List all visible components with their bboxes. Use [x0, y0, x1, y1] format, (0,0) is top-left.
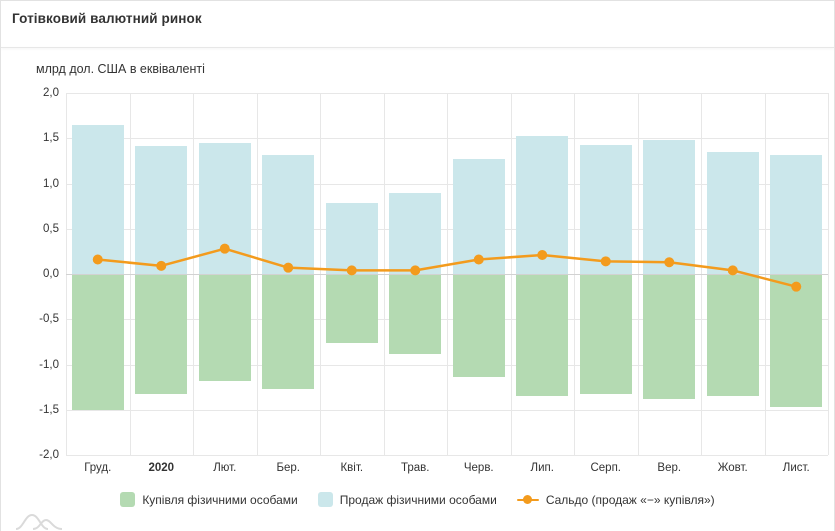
legend-label-purchases: Купівля фізичними особами	[142, 492, 298, 507]
saldo-point-2020[interactable]	[156, 260, 167, 271]
y-tick-label: -0,5	[39, 313, 59, 326]
saldo-point-Лип.[interactable]	[537, 249, 548, 260]
legend-item-sales[interactable]: Продаж фізичними особами	[317, 492, 497, 507]
saldo-point-Квіт.[interactable]	[346, 265, 357, 276]
purchases-bar-2020[interactable]	[135, 274, 188, 395]
x-tick-label-Трав.: Трав.	[401, 462, 430, 474]
saldo-point-Черв.[interactable]	[473, 254, 484, 265]
saldo-point-Жовт.[interactable]	[727, 265, 738, 276]
x-tick-label-Квіт.: Квіт.	[340, 462, 364, 474]
sales-bar-Бер.[interactable]	[262, 154, 315, 274]
saldo-point-Лист.[interactable]	[791, 281, 802, 292]
saldo-line	[97, 247, 797, 288]
x-tick-label-Бер.: Бер.	[276, 462, 301, 474]
y-tick-label: -2,0	[39, 449, 59, 461]
purchases-bar-Лют.[interactable]	[198, 274, 251, 381]
saldo-line-icon	[516, 494, 539, 505]
y-tick-label: 0,0	[43, 268, 59, 280]
purchases-bar-Бер.[interactable]	[262, 274, 315, 389]
sales-bar-Квіт.[interactable]	[325, 203, 378, 274]
saldo-line-layer	[92, 243, 802, 292]
saldo-point-Бер.[interactable]	[283, 262, 294, 273]
legend-item-purchases[interactable]: Купівля фізичними особами	[120, 492, 298, 507]
y-tick-label: 0,5	[43, 222, 59, 235]
y-tick-label: -1,0	[39, 358, 59, 371]
header-divider	[1, 47, 834, 48]
saldo-point-Лют.[interactable]	[219, 243, 230, 254]
legend-label-sales: Продаж фізичними особами	[339, 492, 497, 507]
sales-bar-Жовт.[interactable]	[706, 151, 759, 274]
watermark-logo	[15, 513, 63, 530]
purchases-bar-Трав.[interactable]	[389, 274, 442, 354]
purchases-bar-Лист.[interactable]	[770, 274, 823, 408]
x-tick-label-Лип.: Лип.	[530, 462, 554, 474]
chart-title: Готівковий валютний ринок	[12, 11, 202, 26]
sales-bar-2020[interactable]	[135, 146, 188, 274]
sales-bar-Лист.[interactable]	[770, 155, 823, 274]
purchases-bar-Жовт.[interactable]	[706, 274, 759, 397]
sales-swatch	[317, 492, 333, 507]
purchases-swatch	[120, 492, 136, 507]
y-tick-label: 1,5	[43, 132, 59, 145]
x-tick-label-Черв.: Черв.	[463, 462, 494, 474]
x-tick-label-2020: 2020	[148, 462, 175, 474]
saldo-point-Серп.[interactable]	[600, 256, 611, 267]
saldo-point-Груд.[interactable]	[92, 254, 103, 265]
sales-bar-Трав.[interactable]	[389, 193, 442, 274]
gridline-h	[66, 455, 828, 456]
saldo-point-Трав.[interactable]	[410, 265, 421, 276]
saldo-point-Вер.[interactable]	[664, 257, 675, 268]
y-tick-label: 2,0	[43, 87, 59, 99]
legend-label-saldo: Сальдо (продаж «−» купівля»)	[545, 492, 715, 507]
x-tick-label-Лист.: Лист.	[782, 462, 810, 474]
purchases-bar-Квіт.[interactable]	[325, 274, 378, 343]
sales-bar-Груд.[interactable]	[71, 124, 124, 274]
legend-item-saldo[interactable]: Сальдо (продаж «−» купівля»)	[516, 492, 715, 507]
x-tick-label-Жовт.: Жовт.	[717, 462, 748, 474]
y-tick-label: -1,5	[39, 403, 59, 416]
purchases-bar-Вер.[interactable]	[643, 274, 696, 399]
purchases-bar-Серп.[interactable]	[579, 274, 632, 395]
x-tick-label-Вер.: Вер.	[657, 462, 682, 474]
plot-area	[66, 93, 829, 456]
purchases-bar-Черв.[interactable]	[452, 274, 505, 378]
x-tick-label-Груд.: Груд.	[84, 462, 112, 474]
legend: Купівля фізичними особами Продаж фізични…	[1, 492, 834, 507]
y-tick-label: 1,0	[43, 177, 59, 190]
sales-bar-Вер.[interactable]	[643, 140, 696, 274]
purchases-bar-Груд.[interactable]	[71, 274, 124, 410]
purchases-bar-Лип.[interactable]	[516, 274, 569, 397]
sales-bar-Серп.[interactable]	[579, 144, 632, 274]
gridline-v	[828, 93, 829, 455]
zero-axis-line	[66, 274, 828, 275]
y-axis-unit-label: млрд дол. США в еквіваленті	[36, 62, 205, 76]
x-tick-label-Лют.: Лют.	[213, 462, 237, 474]
x-tick-label-Серп.: Серп.	[590, 462, 622, 474]
